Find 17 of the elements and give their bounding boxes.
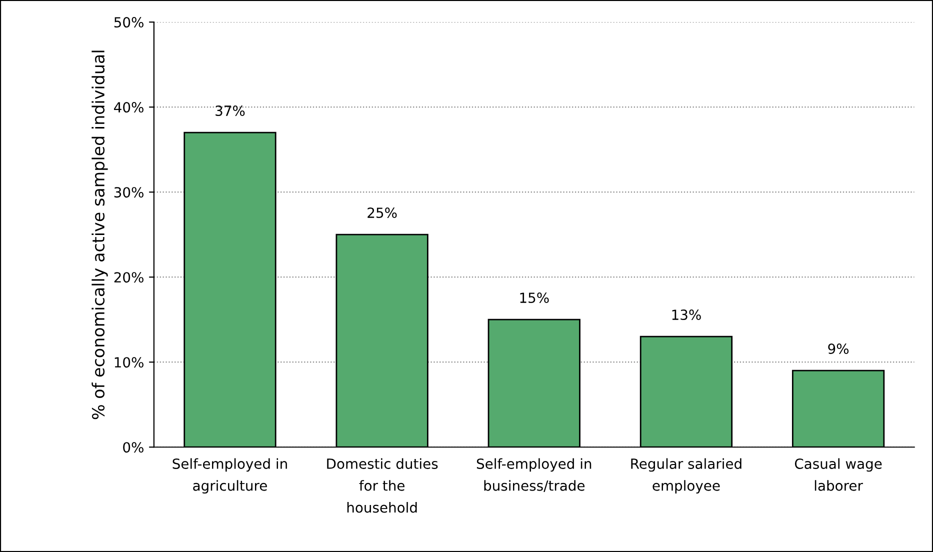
- y-tick-label: 40%: [114, 102, 144, 113]
- y-axis-title: % of economically active sampled individual: [92, 50, 108, 420]
- x-tick-label: Regular salaried employee: [631, 458, 742, 494]
- y-tick-label: 50%: [114, 17, 144, 28]
- y-tick-label: 30%: [114, 187, 144, 198]
- y-tick-label: 10%: [114, 357, 144, 368]
- data-label: 25%: [368, 208, 397, 218]
- data-label: 37%: [216, 106, 245, 116]
- x-tick-label: Self-employed in business/trade: [476, 458, 592, 492]
- data-label: 9%: [828, 344, 849, 354]
- x-tick-label: Casual wage laborer: [794, 458, 882, 491]
- y-tick-label: 20%: [114, 272, 144, 283]
- x-tick-label: Self-employed in agriculture: [172, 458, 287, 494]
- data-label: 13%: [672, 310, 701, 320]
- y-tick-label: 0%: [123, 442, 144, 453]
- data-label: 15%: [520, 292, 549, 304]
- x-tick-label: Domestic duties for the household: [327, 458, 438, 513]
